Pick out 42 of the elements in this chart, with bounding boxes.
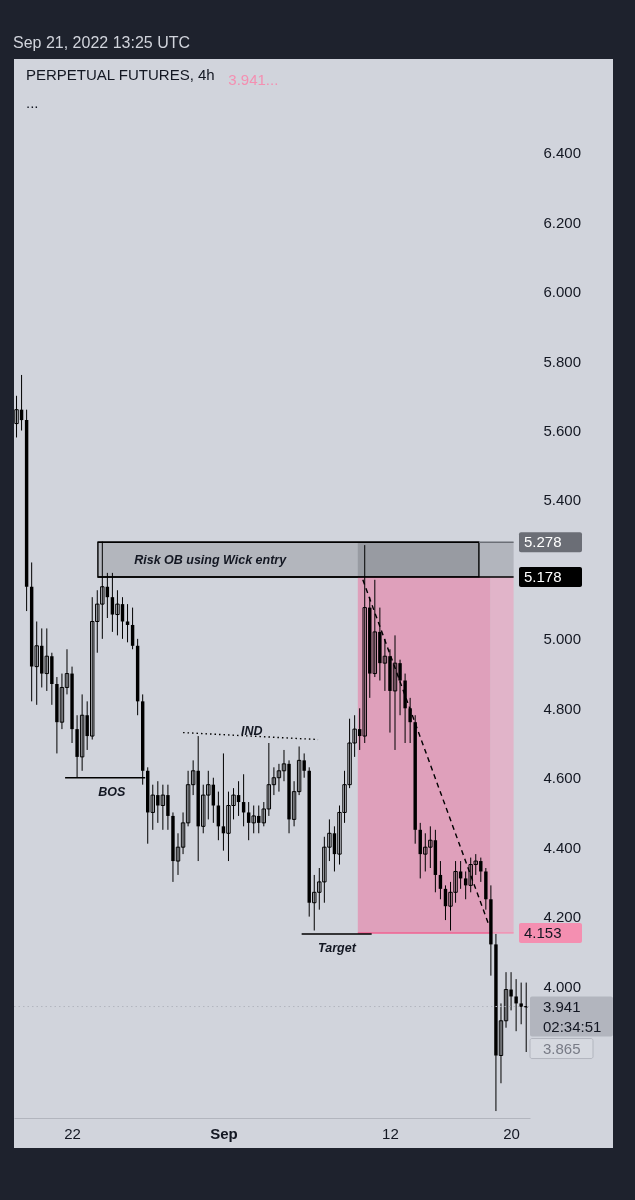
candlestick [14, 395, 19, 438]
y-tick-label: 4.600 [543, 769, 582, 787]
y-tick-label: 4.000 [543, 977, 582, 995]
candlestick [251, 805, 256, 834]
annotation: ... [26, 94, 39, 111]
annotation: Target [318, 940, 357, 955]
y-tick-label: 4.400 [543, 838, 582, 856]
x-tick-label: 20 [503, 1124, 520, 1142]
y-tick-label: 4.800 [543, 699, 582, 717]
candlestick [79, 693, 85, 772]
y-tick-label: 5.400 [543, 491, 582, 509]
y-tick-label: 5.000 [543, 630, 582, 648]
candlestick [115, 589, 120, 636]
x-tick-label: Sep [210, 1124, 238, 1142]
candlestick [59, 673, 65, 730]
y-tick-label: 6.000 [543, 283, 582, 301]
y-tick-label: 6.400 [543, 144, 582, 162]
annotation: BOS [98, 784, 126, 799]
annotation: Risk OB using Wick entry [134, 552, 288, 567]
text: 02:34:51 [543, 1017, 602, 1035]
y-tick-label: 4.200 [543, 908, 582, 926]
candlestick [44, 627, 50, 692]
candlestick [160, 784, 166, 831]
text: PERPETUAL FUTURES, 4h [26, 66, 215, 83]
text: 3.865 [543, 1039, 581, 1057]
annotation: 3.941... [228, 71, 279, 88]
y-tick-label: 6.200 [543, 213, 582, 231]
y-tick-label: 5.800 [543, 352, 582, 370]
annotation: IND [241, 724, 263, 739]
x-tick-label: 22 [64, 1124, 81, 1142]
candlestick [392, 634, 398, 751]
ref-line-label: 3.941 [543, 997, 581, 1015]
text: Sep 21, 2022 13:25 UTC [13, 34, 191, 51]
data-label: 4.153 [524, 923, 562, 941]
y-tick-label: 5.600 [543, 422, 582, 440]
candlestick [125, 603, 130, 643]
candlestick [408, 697, 412, 744]
data-label: 5.278 [524, 533, 562, 551]
candlestick [514, 978, 518, 1032]
data-label: 5.178 [524, 568, 562, 586]
candlestick [276, 763, 282, 793]
x-tick-label: 12 [382, 1124, 399, 1142]
